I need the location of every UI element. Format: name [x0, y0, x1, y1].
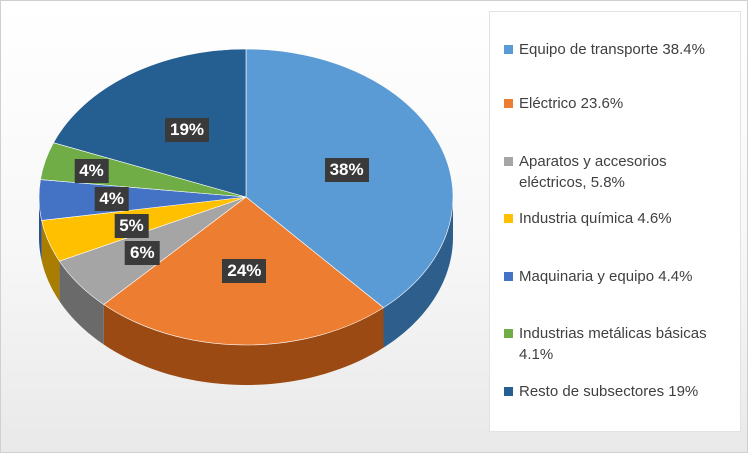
legend-swatch — [504, 99, 513, 108]
pie-side-1 — [103, 304, 384, 385]
legend-label: Industrias metálicas básicas 4.1% — [519, 325, 707, 363]
data-label: 24% — [222, 259, 267, 283]
legend-label: Resto de subsectores 19% — [519, 383, 699, 400]
legend-label: Industria química 4.6% — [519, 210, 672, 227]
legend-item: Eléctrico 23.6% — [504, 93, 734, 114]
legend-swatch — [504, 214, 513, 223]
legend-item: Industrias metálicas básicas 4.1% — [504, 323, 734, 365]
legend-item: Industria química 4.6% — [504, 208, 734, 229]
legend-label: Equipo de transporte 38.4% — [519, 41, 705, 58]
legend-item: Resto de subsectores 19% — [504, 381, 734, 402]
pie-side-3 — [41, 220, 60, 302]
legend-swatch — [504, 157, 513, 166]
legend-swatch — [504, 387, 513, 396]
data-label: 5% — [114, 214, 149, 239]
legend-swatch — [504, 45, 513, 54]
legend-label: Aparatos y accesorios eléctricos, 5.8% — [519, 153, 667, 191]
data-label: 6% — [125, 241, 160, 266]
legend-item: Maquinaria y equipo 4.4% — [504, 266, 734, 287]
legend: Equipo de transporte 38.4% Eléctrico 23.6… — [489, 11, 741, 432]
legend-item: Aparatos y accesorios eléctricos, 5.8% — [504, 151, 734, 193]
data-label: 4% — [74, 159, 109, 183]
data-label: 19% — [164, 117, 210, 142]
data-label: 38% — [324, 157, 369, 182]
legend-label: Eléctrico 23.6% — [519, 95, 624, 112]
legend-item: Equipo de transporte 38.4% — [504, 39, 734, 60]
pie-chart — [38, 48, 454, 385]
legend-label: Maquinaria y equipo 4.4% — [519, 268, 693, 285]
data-label: 4% — [94, 186, 129, 211]
pie-side-4 — [39, 197, 42, 261]
pie-side-2 — [59, 261, 104, 345]
legend-swatch — [504, 272, 513, 281]
pie-side-0 — [383, 197, 453, 348]
pie-slice-6 — [53, 48, 247, 198]
legend-swatch — [504, 329, 513, 338]
